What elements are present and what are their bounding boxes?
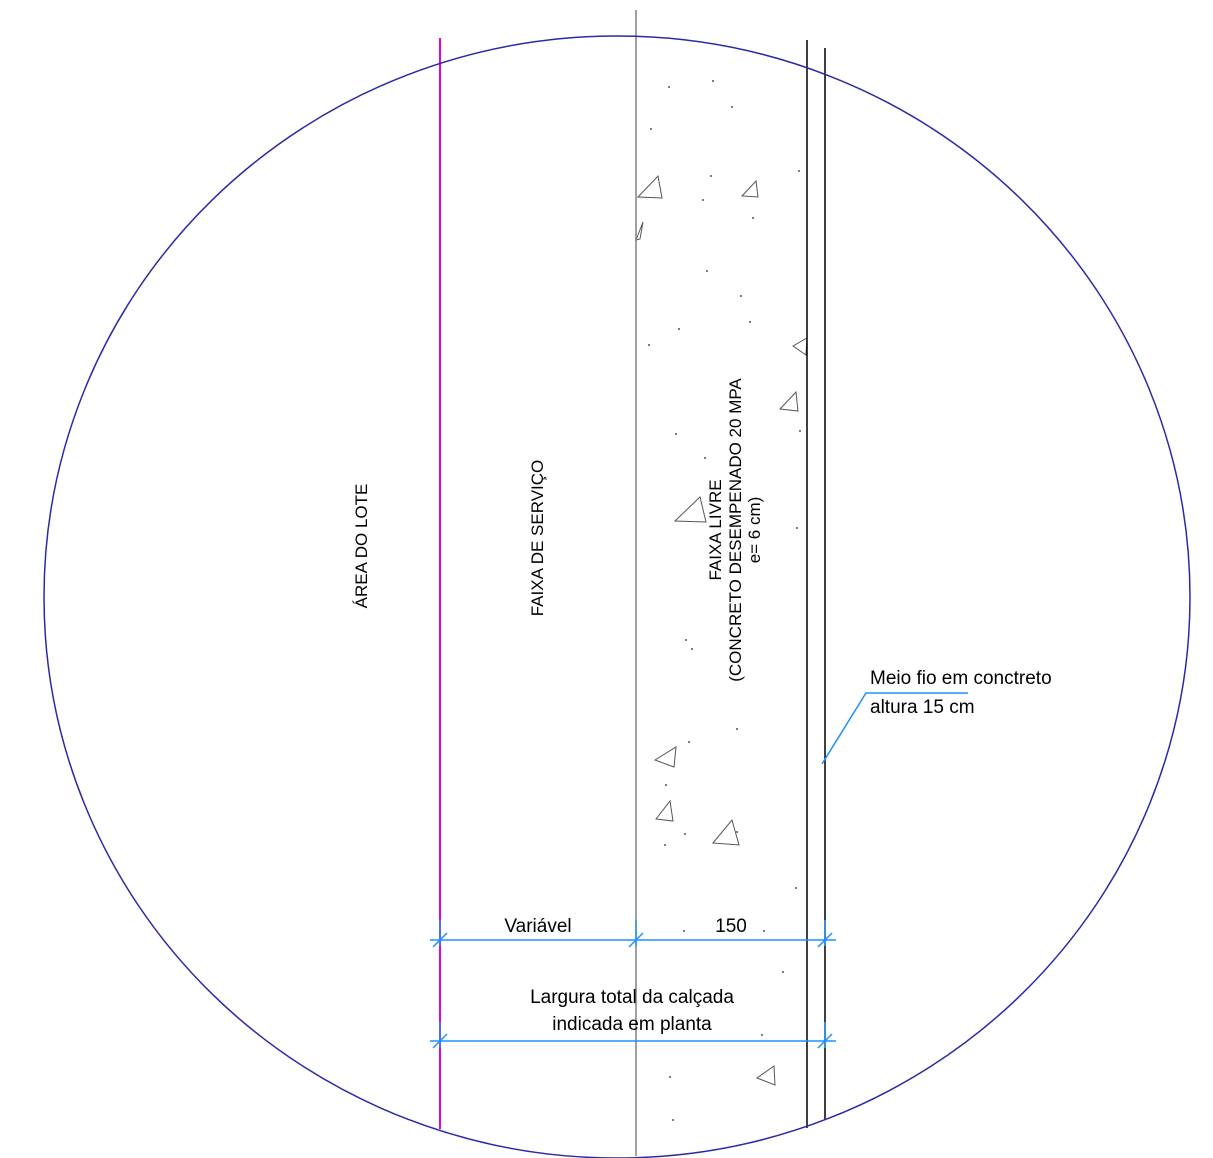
curb-leader-line [821, 692, 968, 765]
free-strip-thickness: e= 6 cm) [745, 497, 764, 564]
lot-area-label: ÁREA DO LOTE [352, 484, 371, 609]
total-dimension [430, 1022, 836, 1049]
total-width-label-line1: Largura total da calçada [530, 987, 734, 1008]
aggregate-triangle [673, 496, 707, 523]
aggregate-triangle [694, 16, 712, 33]
variable-width-label: Variável [504, 916, 571, 937]
concrete-dots [648, 80, 801, 1121]
free-strip-material: (CONCRETO DESEMPENADO 20 MPA [726, 378, 745, 682]
aggregate-triangle [740, 179, 759, 198]
service-strip-label: FAIXA DE SERVIÇO [528, 460, 547, 617]
aggregate-triangle [778, 390, 799, 412]
aggregate-triangle [755, 1065, 776, 1086]
free-width-label: 150 [715, 916, 747, 937]
partial-dimension [430, 920, 836, 948]
aggregate-triangle [635, 221, 644, 241]
aggregate-triangle [712, 818, 740, 846]
aggregate-triangle [653, 746, 677, 768]
curb-note-line1: Meio fio em conctreto [870, 668, 1052, 689]
total-width-label-line2: indicada em planta [552, 1014, 712, 1035]
aggregate-triangle [655, 799, 674, 822]
concrete-hatch [635, 16, 808, 1086]
aggregate-triangle [792, 337, 808, 356]
detail-circle [43, 35, 1191, 1158]
curb-note-line2: altura 15 cm [870, 697, 975, 718]
free-strip-title: FAIXA LIVRE [706, 479, 725, 580]
aggregate-triangle [636, 174, 663, 199]
